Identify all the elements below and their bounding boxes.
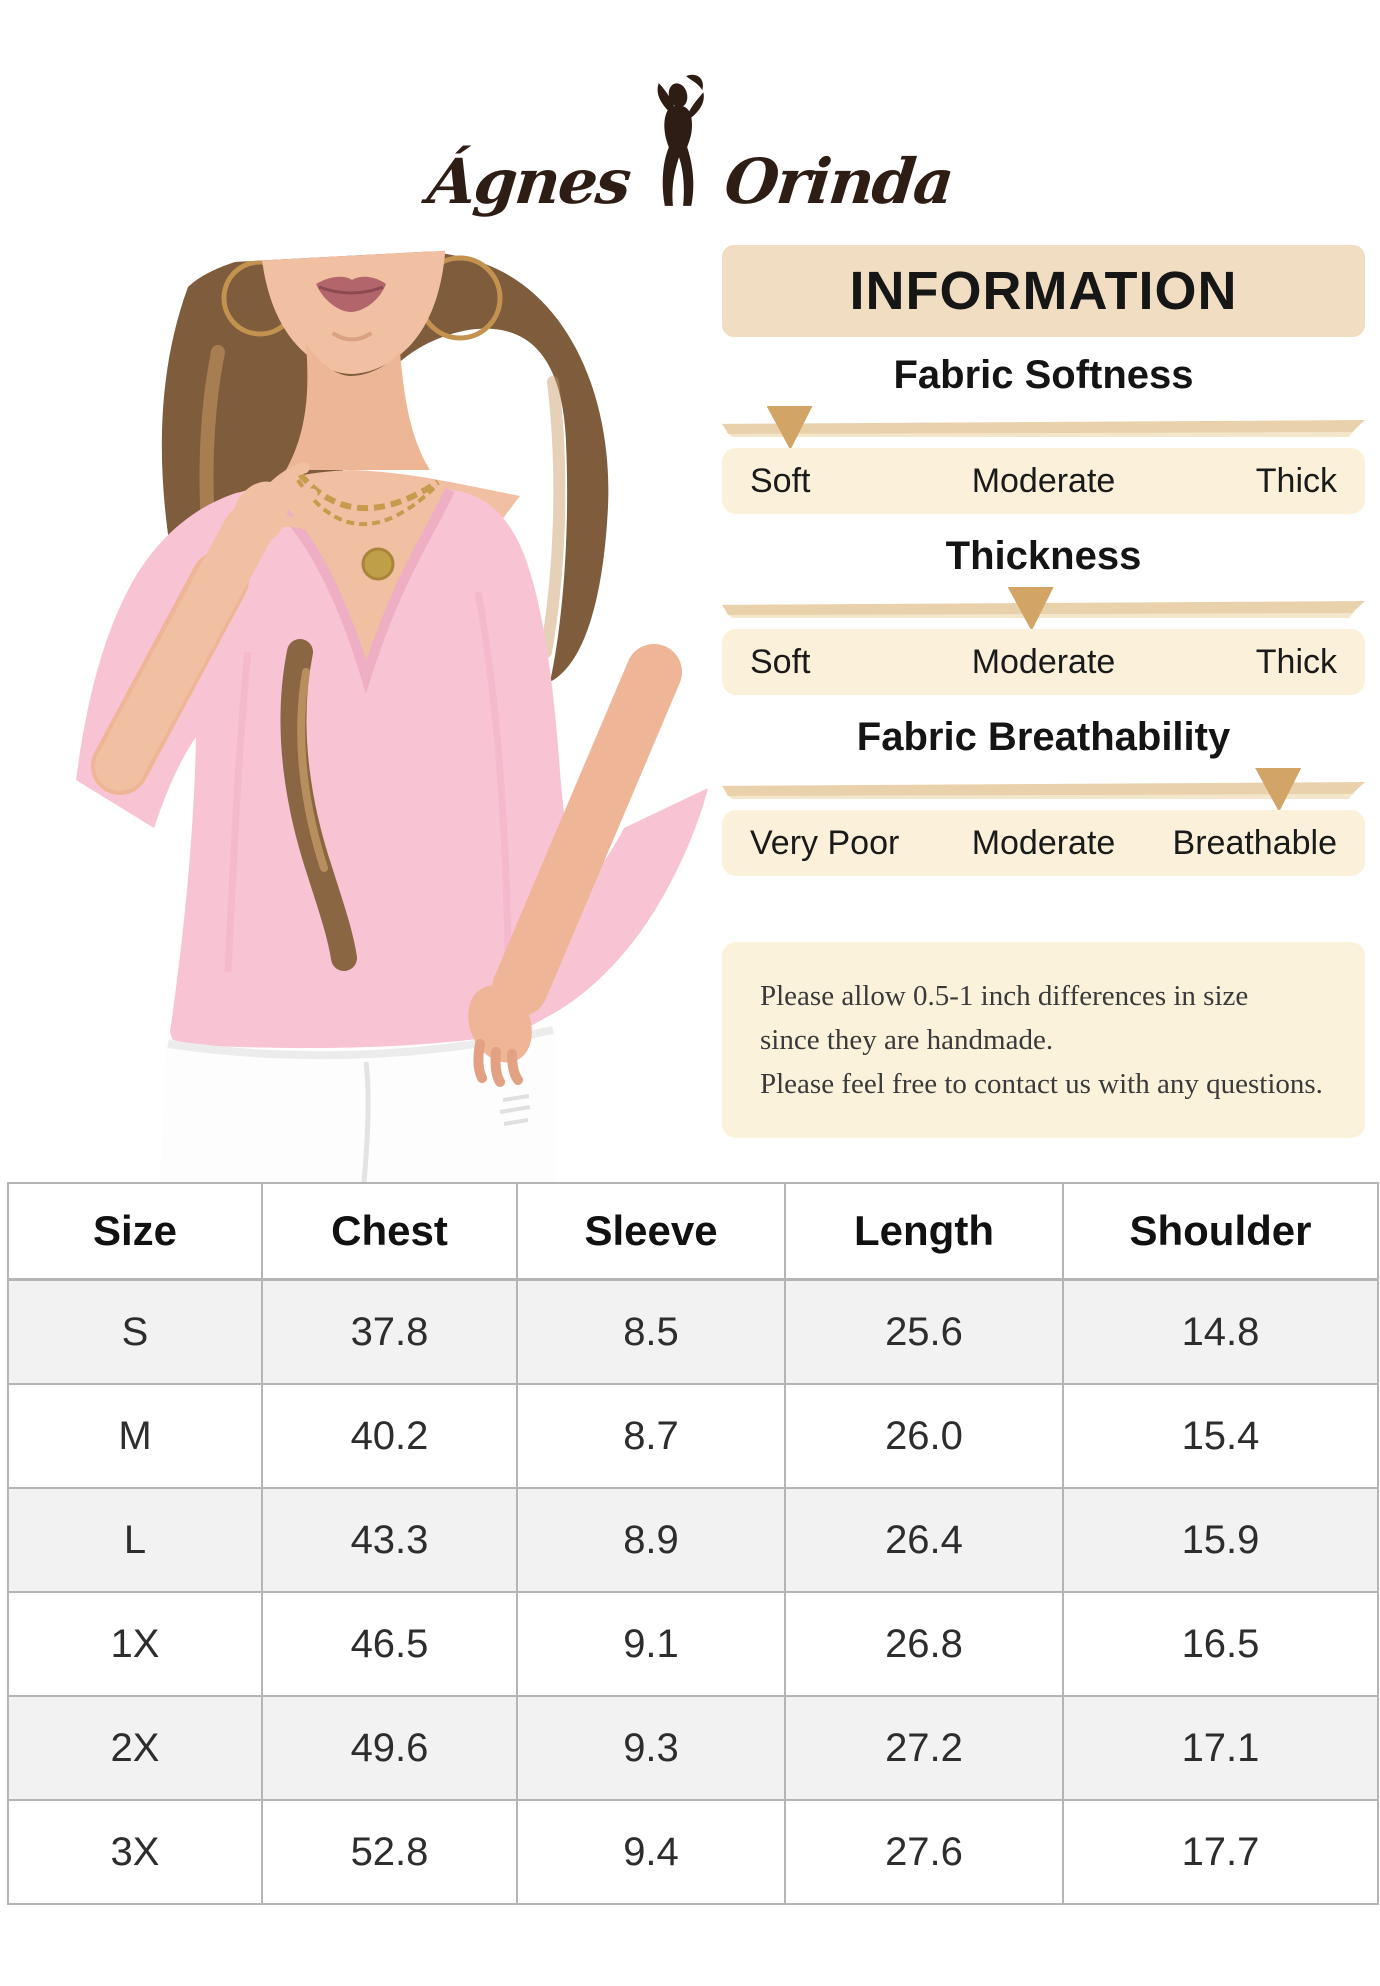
table-cell: 16.5 (1062, 1591, 1379, 1697)
woman-silhouette-icon (657, 74, 704, 206)
table-cell: 14.8 (1062, 1278, 1379, 1385)
note-line: Please feel free to contact us with any … (760, 1068, 1323, 1100)
table-cell: M (7, 1383, 263, 1489)
scale-bar (722, 601, 1365, 615)
scale-labels-row: Soft Moderate Thick (722, 629, 1365, 695)
scale-bar-underside (726, 430, 1355, 437)
table-cell: 9.3 (516, 1695, 786, 1801)
table-cell: S (7, 1278, 263, 1385)
table-cell: 15.4 (1062, 1383, 1379, 1489)
table-row-M: M 40.2 8.7 26.0 15.4 (7, 1383, 1379, 1489)
table-cell: L (7, 1487, 263, 1593)
scale-labels-row: Soft Moderate Thick (722, 448, 1365, 514)
table-cell: 8.9 (516, 1487, 786, 1593)
scale-bar-underside (726, 792, 1355, 799)
table-cell: 8.7 (516, 1383, 786, 1489)
scale-section-1: Thickness Soft Moderate Thick (722, 534, 1365, 695)
table-cell: 26.4 (784, 1487, 1064, 1593)
table-header-row: Size Chest Sleeve Length Shoulder (7, 1182, 1379, 1281)
fabric-scales: Fabric Softness Soft Moderate Thick Thicknes… (722, 353, 1365, 876)
left-forearm (492, 644, 682, 1016)
information-banner: INFORMATION (722, 245, 1365, 337)
table-cell: 3X (7, 1799, 263, 1905)
table-cell: 1X (7, 1591, 263, 1697)
table-row-2X: 2X 49.6 9.3 27.2 17.1 (7, 1695, 1379, 1801)
scale-label: Soft (750, 461, 811, 500)
table-cell: 37.8 (261, 1278, 518, 1385)
table-header-cell: Length (784, 1182, 1064, 1281)
table-cell: 25.6 (784, 1278, 1064, 1385)
scale-title: Thickness (945, 534, 1142, 578)
brand-name-right: Orinda (721, 145, 956, 219)
necklace-chain (297, 472, 440, 511)
table-cell: 9.4 (516, 1799, 786, 1905)
scale-track (722, 406, 1365, 452)
scale-label: Moderate (971, 642, 1116, 681)
note-line: since they are handmade. (760, 1024, 1054, 1056)
table-cell: 17.7 (1062, 1799, 1379, 1905)
table-header-cell: Sleeve (516, 1182, 786, 1281)
scale-track (722, 587, 1365, 633)
model-illustration (76, 238, 708, 1182)
necklace-pendant (361, 547, 395, 581)
table-cell: 52.8 (261, 1799, 518, 1905)
size-table-wrap: Size Chest Sleeve Length Shoulder S 37.8 8.5 25… (7, 1182, 1379, 1905)
note-box: Please allow 0.5-1 inch differences in s… (722, 942, 1365, 1138)
table-header-cell: Chest (261, 1182, 518, 1281)
scale-label: Thick (1255, 461, 1338, 500)
table-cell: 2X (7, 1695, 263, 1801)
brand-logo: Ágnes Orinda (0, 64, 1380, 219)
table-row-L: L 43.3 8.9 26.4 15.9 (7, 1487, 1379, 1593)
hair-strand (280, 639, 357, 971)
scale-section-0: Fabric Softness Soft Moderate Thick (722, 353, 1365, 514)
neck (286, 344, 430, 470)
table-row-S: S 37.8 8.5 25.6 14.8 (7, 1278, 1379, 1385)
table-cell: 26.8 (784, 1591, 1064, 1697)
scale-label: Breathable (1172, 823, 1338, 862)
scale-track (722, 768, 1365, 814)
scale-label: Moderate (971, 461, 1116, 500)
table-cell: 8.5 (516, 1278, 786, 1385)
info-column: INFORMATION Fabric Softness Soft Moderate T… (722, 245, 1365, 1138)
model-photo (48, 232, 718, 1182)
white-pants (160, 1028, 556, 1182)
scale-labels-row: Very Poor Moderate Breathable (722, 810, 1365, 876)
table-cell: 17.1 (1062, 1695, 1379, 1801)
table-header-cell: Shoulder (1062, 1182, 1379, 1281)
right-hand (232, 481, 288, 547)
scale-title: Fabric Breathability (856, 715, 1231, 759)
table-cell: 27.2 (784, 1695, 1064, 1801)
right-forearm (95, 505, 273, 791)
table-cell: 49.6 (261, 1695, 518, 1801)
size-table: Size Chest Sleeve Length Shoulder S 37.8 8.5 25… (7, 1182, 1379, 1905)
scale-bar-underside (726, 611, 1355, 618)
scale-title: Fabric Softness (893, 353, 1194, 397)
scale-label: Soft (750, 642, 811, 681)
note-line: Please allow 0.5-1 inch differences in s… (760, 980, 1249, 1012)
table-cell: 9.1 (516, 1591, 786, 1697)
table-cell: 26.0 (784, 1383, 1064, 1489)
scale-bar (722, 420, 1365, 434)
table-header-cell: Size (7, 1182, 263, 1281)
table-cell: 46.5 (261, 1591, 518, 1697)
table-row-3X: 3X 52.8 9.4 27.6 17.7 (7, 1799, 1379, 1905)
table-cell: 27.6 (784, 1799, 1064, 1905)
scale-label: Thick (1255, 642, 1338, 681)
scale-label: Very Poor (750, 823, 900, 862)
table-cell: 40.2 (261, 1383, 518, 1489)
scale-bar (722, 782, 1365, 796)
brand-name-left: Ágnes (424, 145, 633, 219)
scale-section-2: Fabric Breathability Very Poor Moderate Bre… (722, 715, 1365, 876)
table-cell: 15.9 (1062, 1487, 1379, 1593)
table-cell: 43.3 (261, 1487, 518, 1593)
scale-label: Moderate (971, 823, 1116, 862)
table-row-1X: 1X 46.5 9.1 26.8 16.5 (7, 1591, 1379, 1697)
